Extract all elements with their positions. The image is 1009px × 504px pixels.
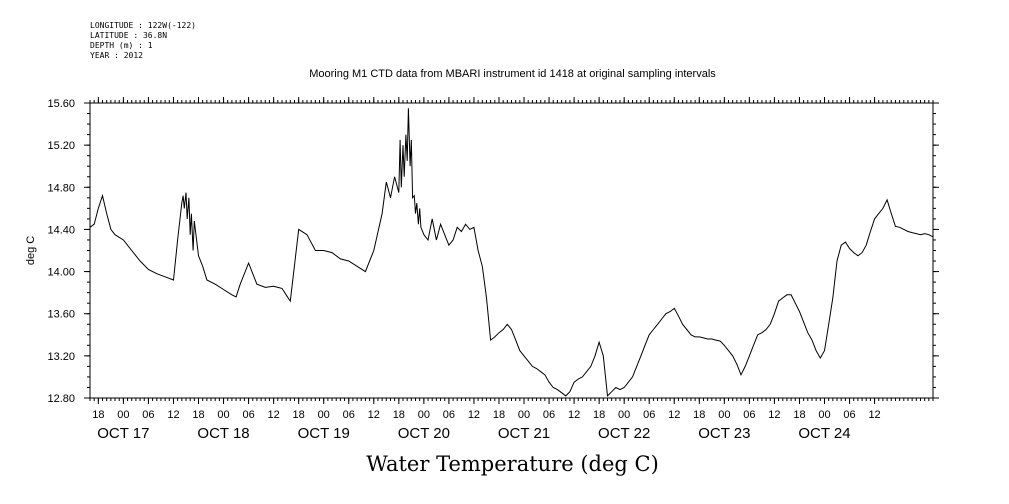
y-tick-label: 12.80 [47,393,75,405]
x-day-label: OCT 19 [298,425,350,442]
x-hour-label: 00 [618,409,630,421]
x-hour-label: 12 [368,409,380,421]
x-hour-label: 00 [318,409,330,421]
plot-frame [89,102,934,399]
x-hour-label: 12 [668,409,680,421]
y-tick-label: 15.60 [47,98,75,110]
x-hour-label: 18 [393,409,405,421]
metadata-block: LONGITUDE : 122W(-122) LATITUDE : 36.8N … [90,21,196,61]
x-hour-label: 18 [793,409,805,421]
x-hour-label: 06 [643,409,655,421]
x-hour-label: 18 [493,409,505,421]
latitude-text: LATITUDE : 36.8N [90,31,168,40]
year-text: YEAR : 2012 [90,51,143,60]
x-hour-label: 18 [293,409,305,421]
x-hour-label: 06 [543,409,555,421]
x-hour-label: 00 [818,409,830,421]
x-hour-label: 18 [593,409,605,421]
x-hour-label: 12 [167,409,179,421]
x-hour-label: 12 [768,409,780,421]
x-day-label: OCT 24 [798,425,850,442]
x-hour-label: 06 [843,409,855,421]
x-hour-label: 00 [117,409,129,421]
x-hour-label: 18 [693,409,705,421]
x-hour-label: 06 [743,409,755,421]
x-hour-label: 12 [468,409,480,421]
y-tick-label: 14.80 [47,182,75,194]
x-hour-label: 18 [92,409,104,421]
y-axis-label: deg C [25,236,37,265]
x-day-label: OCT 20 [398,425,450,442]
x-hour-label: 06 [343,409,355,421]
y-tick-label: 15.20 [47,140,75,152]
x-hour-label: 00 [217,409,229,421]
chart-footer-label: Water Temperature (deg C) [366,452,659,476]
x-day-label: OCT 22 [598,425,650,442]
longitude-text: LONGITUDE : 122W(-122) [90,21,196,30]
x-hour-label: 00 [718,409,730,421]
y-tick-label: 14.00 [47,267,75,279]
x-day-label: OCT 21 [498,425,550,442]
x-hour-label: 12 [267,409,279,421]
x-hour-label: 06 [242,409,254,421]
x-hour-label: 12 [868,409,880,421]
x-hour-label: 00 [418,409,430,421]
y-tick-label: 13.60 [47,309,75,321]
depth-text: DEPTH (m) : 1 [90,41,153,50]
x-day-label: OCT 18 [197,425,249,442]
y-tick-label: 13.20 [47,351,75,363]
x-hour-label: 06 [443,409,455,421]
temperature-series-line [89,108,934,397]
x-hour-label: 18 [192,409,204,421]
x-day-label: OCT 23 [698,425,750,442]
chart-title: Mooring M1 CTD data from MBARI instrumen… [309,68,716,80]
x-hour-label: 06 [142,409,154,421]
x-hour-label: 12 [568,409,580,421]
x-hour-label: 00 [518,409,530,421]
y-tick-label: 14.40 [47,224,75,236]
x-day-label: OCT 17 [97,425,149,442]
